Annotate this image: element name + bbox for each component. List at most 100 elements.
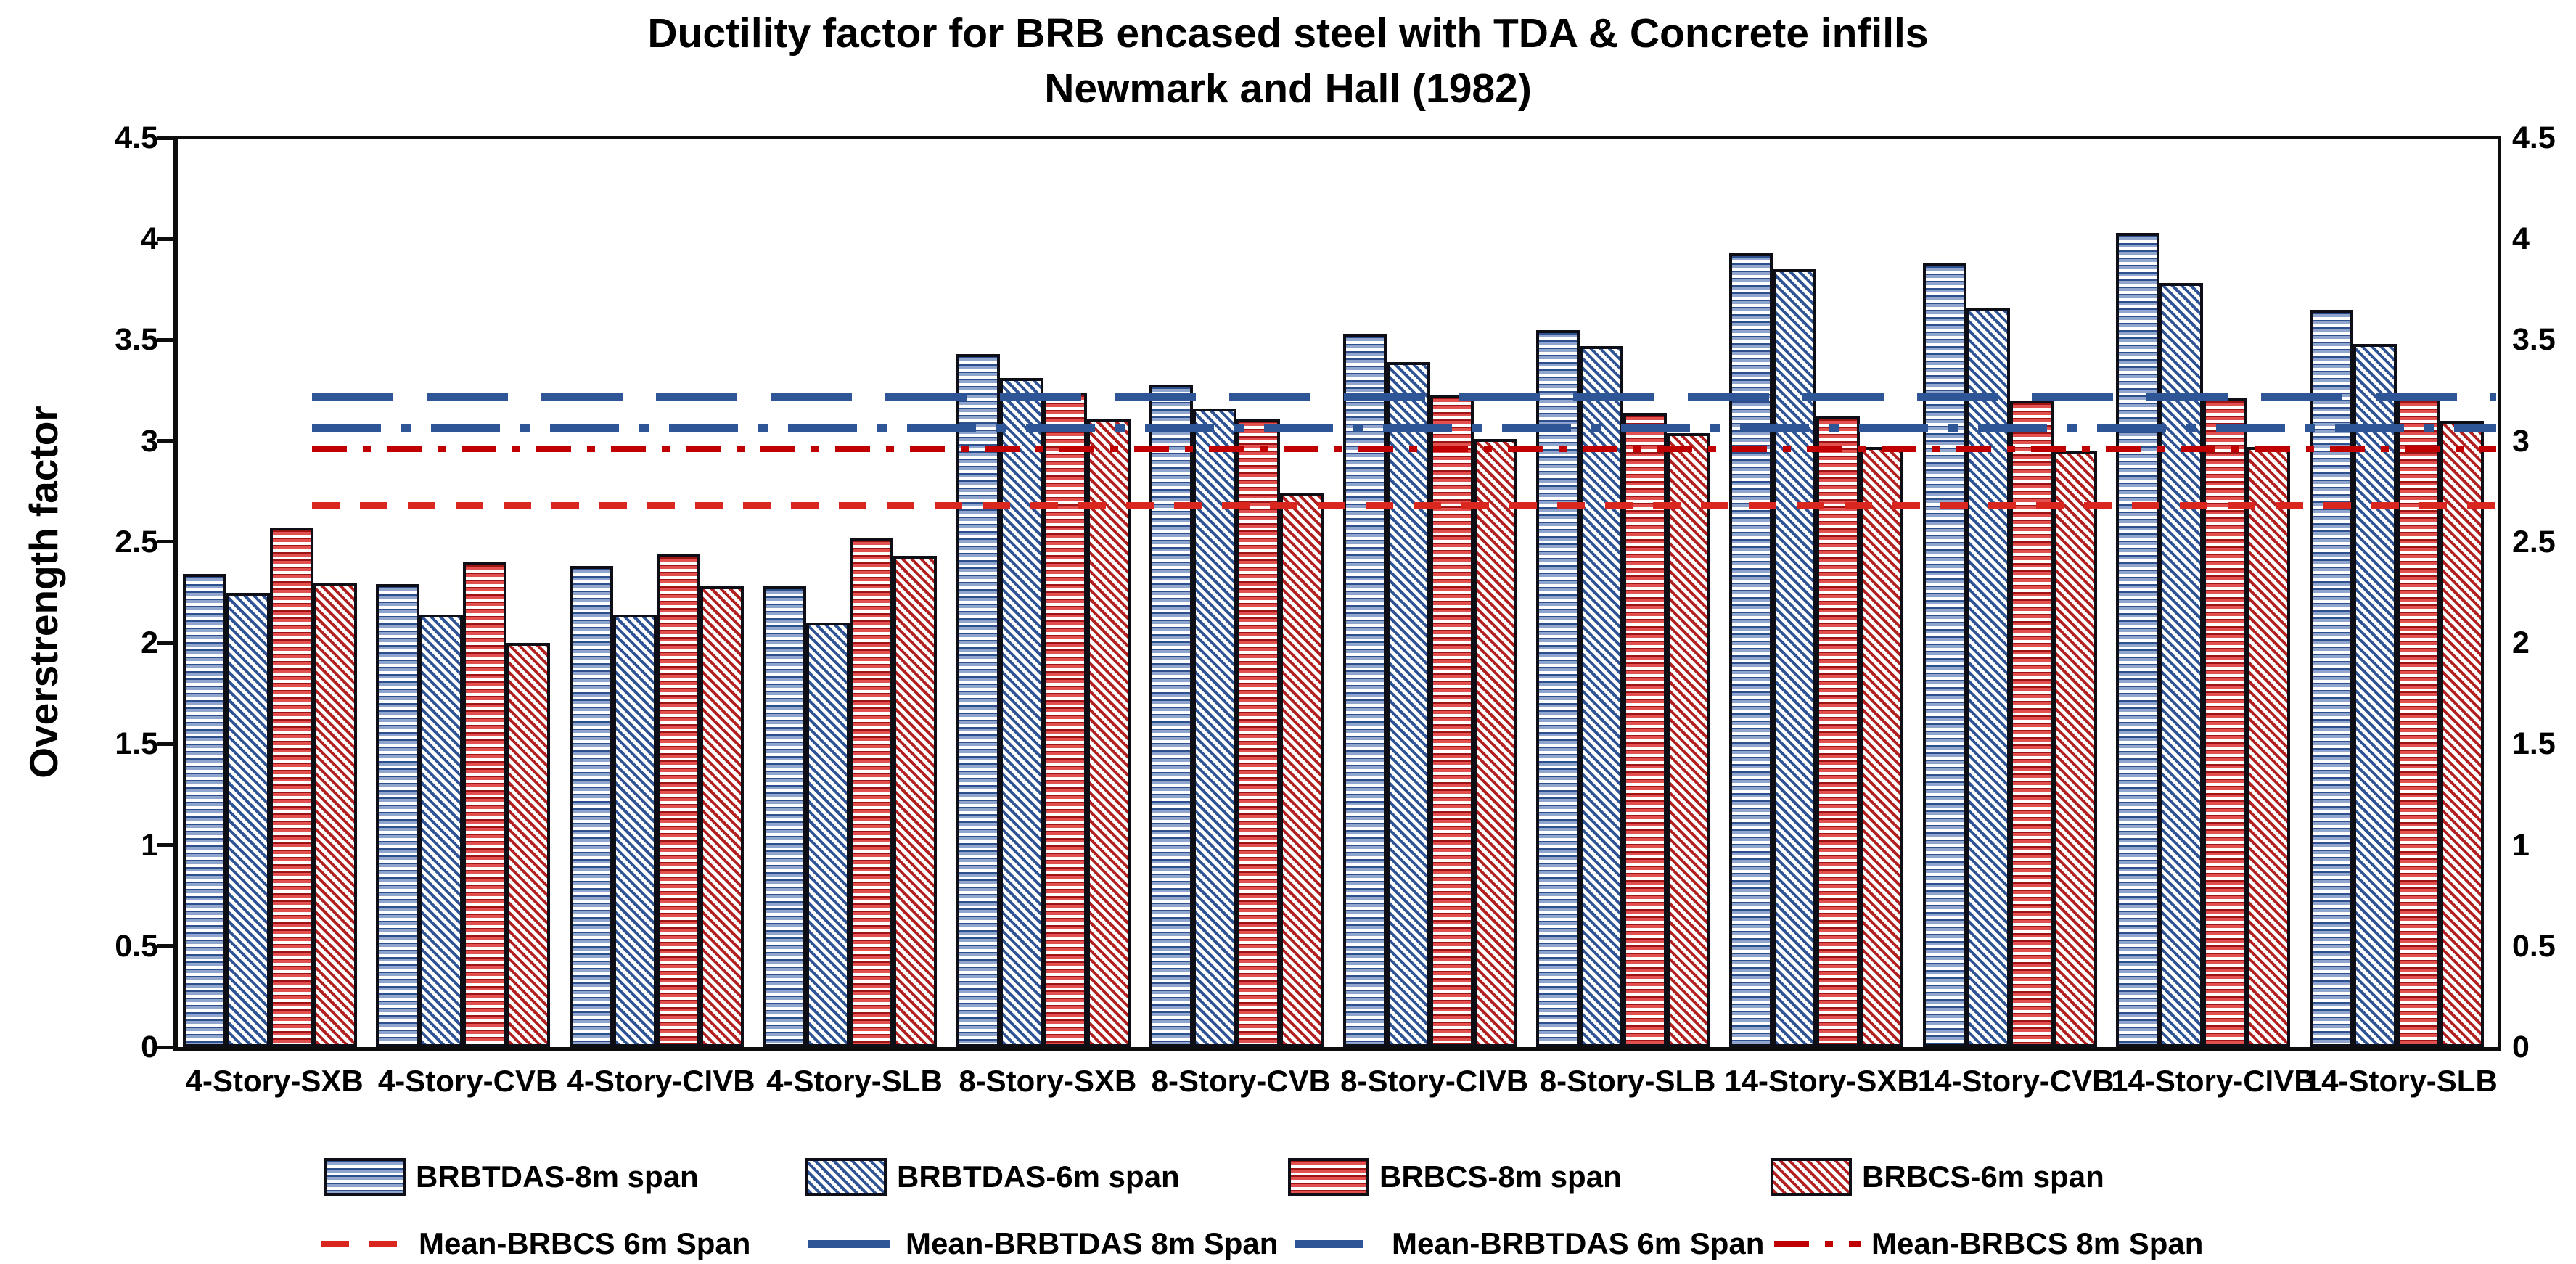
legend-item-mean-line: Mean-BRBCS 8m Span	[1774, 1223, 2203, 1264]
bar-brbcs-8m-span	[463, 562, 507, 1047]
bar-brbtdas-6m-span	[1966, 307, 2010, 1047]
bar-brbtdas-8m-span	[956, 353, 1000, 1047]
y-tick-label-left: 2	[141, 625, 158, 661]
y-tick-label-left: 4	[141, 221, 158, 257]
legend-label: Mean-BRBCS 8m Span	[1871, 1226, 2204, 1260]
x-category-label: 14-Story-SXB	[1724, 1064, 1919, 1098]
bar-brbtdas-6m-span	[612, 615, 657, 1047]
y-axis-title: Overstrength factor	[21, 406, 66, 779]
y-axis-tick	[157, 237, 173, 241]
plot-border-right	[2498, 136, 2501, 1051]
bar-brbcs-6m-span	[1280, 493, 1324, 1047]
x-category-label: 14-Story-CIVB	[2111, 1064, 2316, 1098]
x-category-label: 4-Story-SLB	[766, 1064, 943, 1098]
y-tick-label-left: 0	[141, 1030, 158, 1064]
legend-label: Mean-BRBCS 6m Span	[419, 1226, 751, 1260]
bar-brbtdas-6m-span	[806, 623, 850, 1047]
legend-item-mean-line: Mean-BRBCS 6m Span	[321, 1223, 750, 1264]
bar-brbcs-6m-span	[506, 643, 551, 1047]
bar-brbtdas-6m-span	[1579, 345, 1623, 1047]
bar-brbcs-6m-span	[1666, 432, 1710, 1047]
bar-brbcs-8m-span	[656, 554, 700, 1047]
bar-brbcs-8m-span	[2203, 398, 2247, 1047]
legend-label: BRBTDAS-8m span	[416, 1160, 699, 1194]
x-category-label: 14-Story-SLB	[2304, 1064, 2498, 1098]
y-tick-label-left: 1	[141, 827, 158, 863]
bar-brbcs-6m-span	[893, 556, 938, 1047]
legend-label: Mean-BRBTDAS 8m Span	[906, 1226, 1279, 1260]
legend-item-series: BRBCS-6m span	[1771, 1157, 2104, 1197]
mean-line-blue-dashdot	[312, 424, 2496, 433]
legend-label: BRBCS-6m span	[1862, 1160, 2104, 1194]
y-axis-tick	[157, 136, 173, 140]
legend-label: BRBCS-8m span	[1379, 1160, 1622, 1194]
chart-subtitle: Newmark and Hall (1982)	[1044, 65, 1532, 112]
x-category-label: 8-Story-SLB	[1539, 1064, 1716, 1098]
x-category-label: 4-Story-CVB	[377, 1064, 558, 1098]
x-category-label: 8-Story-CIVB	[1340, 1064, 1529, 1098]
y-axis-tick	[157, 742, 173, 746]
bar-brbtdas-6m-span	[999, 378, 1043, 1047]
y-axis-tick	[157, 1045, 173, 1049]
bar-brbcs-8m-span	[1623, 412, 1667, 1047]
legend-item-series: BRBTDAS-6m span	[805, 1157, 1180, 1197]
mean-line-red-dashdot	[312, 446, 2496, 453]
bar-brbcs-6m-span	[2247, 447, 2291, 1047]
bar-brbcs-8m-span	[1236, 419, 1281, 1047]
y-tick-label-left: 3	[141, 423, 158, 459]
y-tick-label-left: 0.5	[115, 928, 158, 964]
bar-brbcs-6m-span	[700, 586, 744, 1047]
blue-longdash-line-sample	[808, 1239, 895, 1248]
chart-title-block: Ductility factor for BRB encased steel w…	[0, 6, 2576, 116]
bar-brbcs-6m-span	[1086, 419, 1131, 1047]
bar-brbtdas-8m-span	[1342, 334, 1387, 1047]
bar-brbtdas-8m-span	[1149, 384, 1194, 1047]
bar-brbtdas-6m-span	[1193, 409, 1237, 1047]
bar-brbtdas-6m-span	[2159, 283, 2204, 1047]
bar-brbtdas-8m-span	[2116, 232, 2160, 1047]
legend-item-series: BRBCS-8m span	[1288, 1157, 1622, 1197]
bar-brbcs-8m-span	[270, 528, 313, 1047]
bar-brbcs-6m-span	[1860, 447, 1904, 1047]
bar-brbcs-8m-span	[1816, 416, 1861, 1047]
red-dashdot-line-sample	[1774, 1240, 1861, 1247]
x-axis-line	[173, 1047, 2501, 1051]
blue-diagonal-stripes-swatch	[805, 1158, 887, 1196]
bar-brbcs-8m-span	[1429, 394, 1474, 1047]
legend-item-series: BRBTDAS-8m span	[324, 1157, 699, 1197]
x-category-label: 4-Story-CIVB	[567, 1064, 755, 1098]
y-tick-label-right: 0	[2512, 1030, 2530, 1064]
y-tick-label-right: 2	[2512, 625, 2530, 661]
blue-dashdot-line-sample	[1295, 1239, 1382, 1248]
bar-brbcs-8m-span	[1043, 392, 1087, 1047]
bar-brbtdas-6m-span	[1386, 362, 1430, 1047]
bar-brbcs-8m-span	[2396, 398, 2440, 1047]
bar-brbcs-6m-span	[2440, 420, 2484, 1047]
y-tick-label-right: 4.5	[2512, 120, 2556, 155]
y-axis-line	[173, 136, 178, 1051]
y-tick-label-right: 4	[2512, 221, 2530, 257]
legend-item-mean-line: Mean-BRBTDAS 8m Span	[808, 1223, 1278, 1264]
blue-horizontal-stripes-swatch	[324, 1158, 406, 1196]
y-tick-label-right: 3.5	[2512, 322, 2556, 358]
bar-brbcs-6m-span	[313, 582, 357, 1047]
plot-border-top	[173, 136, 2501, 139]
bar-brbcs-6m-span	[2053, 451, 2097, 1047]
y-tick-label-left: 3.5	[115, 322, 158, 358]
y-tick-label-right: 0.5	[2512, 928, 2556, 964]
x-category-label: 8-Story-SXB	[959, 1064, 1137, 1098]
bar-brbtdas-8m-span	[569, 566, 613, 1047]
mean-line-blue-longdash	[312, 392, 2496, 401]
chart-title: Ductility factor for BRB encased steel w…	[647, 10, 1929, 57]
y-axis-tick	[157, 843, 173, 848]
bar-brbcs-8m-span	[2009, 400, 2054, 1047]
legend-label: BRBTDAS-6m span	[897, 1160, 1180, 1194]
y-axis-tick	[157, 540, 173, 544]
y-tick-label-left: 4.5	[115, 120, 158, 155]
y-axis-tick	[157, 641, 173, 645]
bar-brbcs-6m-span	[1473, 438, 1517, 1047]
bar-brbtdas-6m-span	[1773, 268, 1817, 1047]
bar-brbtdas-8m-span	[376, 584, 420, 1047]
y-tick-label-right: 2.5	[2512, 524, 2556, 559]
